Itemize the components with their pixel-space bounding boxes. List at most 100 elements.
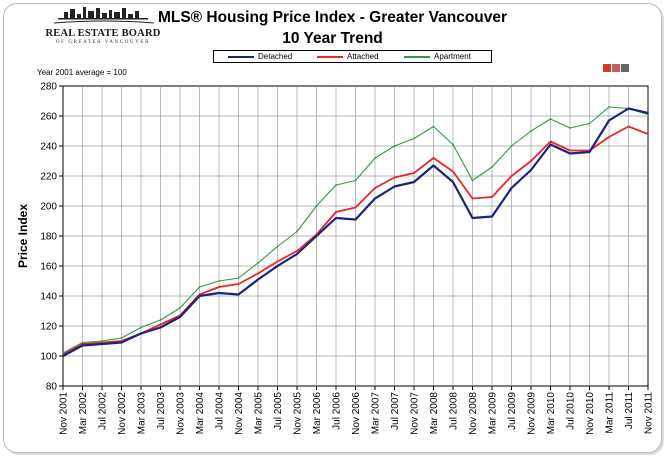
data-point-attached bbox=[530, 160, 532, 162]
data-point-detached bbox=[491, 215, 493, 218]
data-point-apartment bbox=[588, 122, 591, 125]
legend-label-detached: Detached bbox=[258, 52, 293, 61]
data-point-detached bbox=[627, 107, 630, 110]
tick-label-x: Mar 2003 bbox=[137, 392, 148, 435]
tick-label-x: Mar 2011 bbox=[605, 392, 616, 434]
data-point-detached bbox=[413, 181, 415, 183]
tick-label-x: Jul 2010 bbox=[566, 392, 577, 430]
data-point-apartment bbox=[569, 127, 571, 129]
data-point-apartment bbox=[432, 125, 435, 128]
data-point-attached bbox=[569, 149, 571, 152]
skyline-icon bbox=[53, 7, 155, 24]
logo-name: REAL ESTATE BOARD bbox=[45, 28, 161, 39]
data-point-detached bbox=[81, 344, 84, 347]
data-point-attached bbox=[393, 176, 396, 179]
data-point-apartment bbox=[374, 157, 376, 159]
tick-label-y: 260 bbox=[40, 112, 57, 123]
tick-label-x: Nov 2003 bbox=[176, 392, 187, 435]
data-point-apartment bbox=[120, 337, 123, 339]
data-point-apartment bbox=[393, 145, 396, 147]
data-point-attached bbox=[413, 172, 415, 174]
tick-label-x: Jul 2011 bbox=[624, 392, 635, 430]
data-point-detached bbox=[296, 253, 298, 255]
tick-label-y: 200 bbox=[40, 202, 57, 213]
tick-label-x: Mar 2006 bbox=[312, 392, 323, 435]
data-point-attached bbox=[647, 133, 649, 135]
tick-label-x: Mar 2007 bbox=[371, 392, 382, 435]
tick-label-y: 240 bbox=[40, 142, 57, 153]
data-point-detached bbox=[549, 143, 552, 146]
data-point-detached bbox=[354, 218, 357, 221]
tick-label-y: 120 bbox=[40, 322, 57, 333]
data-point-detached bbox=[471, 217, 474, 219]
data-point-detached bbox=[62, 355, 64, 357]
data-point-detached bbox=[276, 265, 279, 267]
tick-label-x: Jul 2002 bbox=[98, 392, 109, 430]
tick-label-y: 180 bbox=[40, 232, 57, 243]
data-point-detached bbox=[569, 152, 571, 155]
data-point-detached bbox=[432, 164, 435, 167]
data-point-attached bbox=[627, 125, 630, 128]
data-point-apartment bbox=[237, 277, 240, 279]
tick-label-x: Jul 2005 bbox=[273, 392, 284, 430]
data-point-attached bbox=[237, 283, 240, 285]
data-point-apartment bbox=[179, 307, 181, 309]
data-point-attached bbox=[276, 260, 279, 263]
tick-label-x: Jul 2009 bbox=[507, 392, 518, 430]
logo-subtitle: OF GREATER VANCOUVER bbox=[55, 40, 151, 45]
tick-label-y: 220 bbox=[40, 172, 57, 183]
legend-swatch-attached bbox=[317, 56, 343, 58]
tick-label-x: Jul 2003 bbox=[156, 392, 167, 430]
data-point-attached bbox=[510, 175, 513, 177]
data-point-apartment bbox=[101, 340, 103, 342]
tick-label-x: Mar 2009 bbox=[488, 392, 499, 435]
data-point-detached bbox=[315, 235, 318, 237]
tick-label-y: 80 bbox=[46, 382, 58, 393]
data-point-detached bbox=[530, 169, 532, 171]
data-point-detached bbox=[159, 326, 162, 329]
mls-badge-icon bbox=[603, 64, 611, 72]
tick-label-x: Nov 2001 bbox=[59, 392, 70, 435]
tick-label-x: Jul 2008 bbox=[449, 392, 460, 430]
data-point-apartment bbox=[510, 145, 513, 147]
board-logo: REAL ESTATE BOARD OF GREATER VANCOUVER bbox=[44, 6, 162, 48]
association-badges bbox=[603, 64, 629, 80]
data-point-apartment bbox=[198, 286, 201, 288]
data-point-attached bbox=[335, 211, 337, 213]
data-point-apartment bbox=[257, 262, 259, 264]
data-point-apartment bbox=[276, 245, 279, 248]
data-point-attached bbox=[432, 157, 435, 159]
tick-label-x: Nov 2006 bbox=[351, 392, 362, 435]
data-point-apartment bbox=[413, 137, 415, 140]
chart-legend: Detached Attached Apartment bbox=[213, 50, 492, 63]
data-point-attached bbox=[471, 197, 474, 200]
tick-label-x: Nov 2011 bbox=[644, 392, 655, 435]
legend-label-apartment: Apartment bbox=[434, 52, 471, 61]
tick-label-x: Nov 2005 bbox=[293, 392, 304, 435]
tick-label-x: Nov 2009 bbox=[527, 392, 538, 435]
data-point-apartment bbox=[471, 179, 474, 182]
chart-subtitle: 10 Year Trend bbox=[282, 30, 383, 47]
data-point-attached bbox=[491, 196, 493, 198]
data-point-detached bbox=[452, 181, 454, 183]
tick-label-y: 280 bbox=[40, 82, 57, 93]
data-point-apartment bbox=[315, 205, 318, 207]
legend-swatch-detached bbox=[228, 56, 254, 58]
data-point-apartment bbox=[354, 179, 357, 182]
data-point-attached bbox=[452, 170, 454, 173]
data-point-detached bbox=[647, 112, 649, 114]
data-point-apartment bbox=[491, 166, 493, 168]
y-axis-label: Price Index bbox=[16, 204, 30, 268]
tick-label-x: Nov 2004 bbox=[234, 392, 245, 435]
tick-label-x: Jul 2006 bbox=[332, 392, 343, 430]
tick-label-x: Mar 2004 bbox=[195, 392, 206, 435]
tick-label-y: 160 bbox=[40, 262, 57, 273]
tick-label-x: Nov 2008 bbox=[468, 392, 479, 435]
data-point-attached bbox=[159, 323, 162, 326]
data-point-apartment bbox=[296, 230, 298, 233]
data-point-detached bbox=[140, 332, 142, 335]
data-point-attached bbox=[257, 272, 259, 275]
data-point-apartment bbox=[530, 130, 532, 132]
data-point-apartment bbox=[335, 184, 337, 186]
